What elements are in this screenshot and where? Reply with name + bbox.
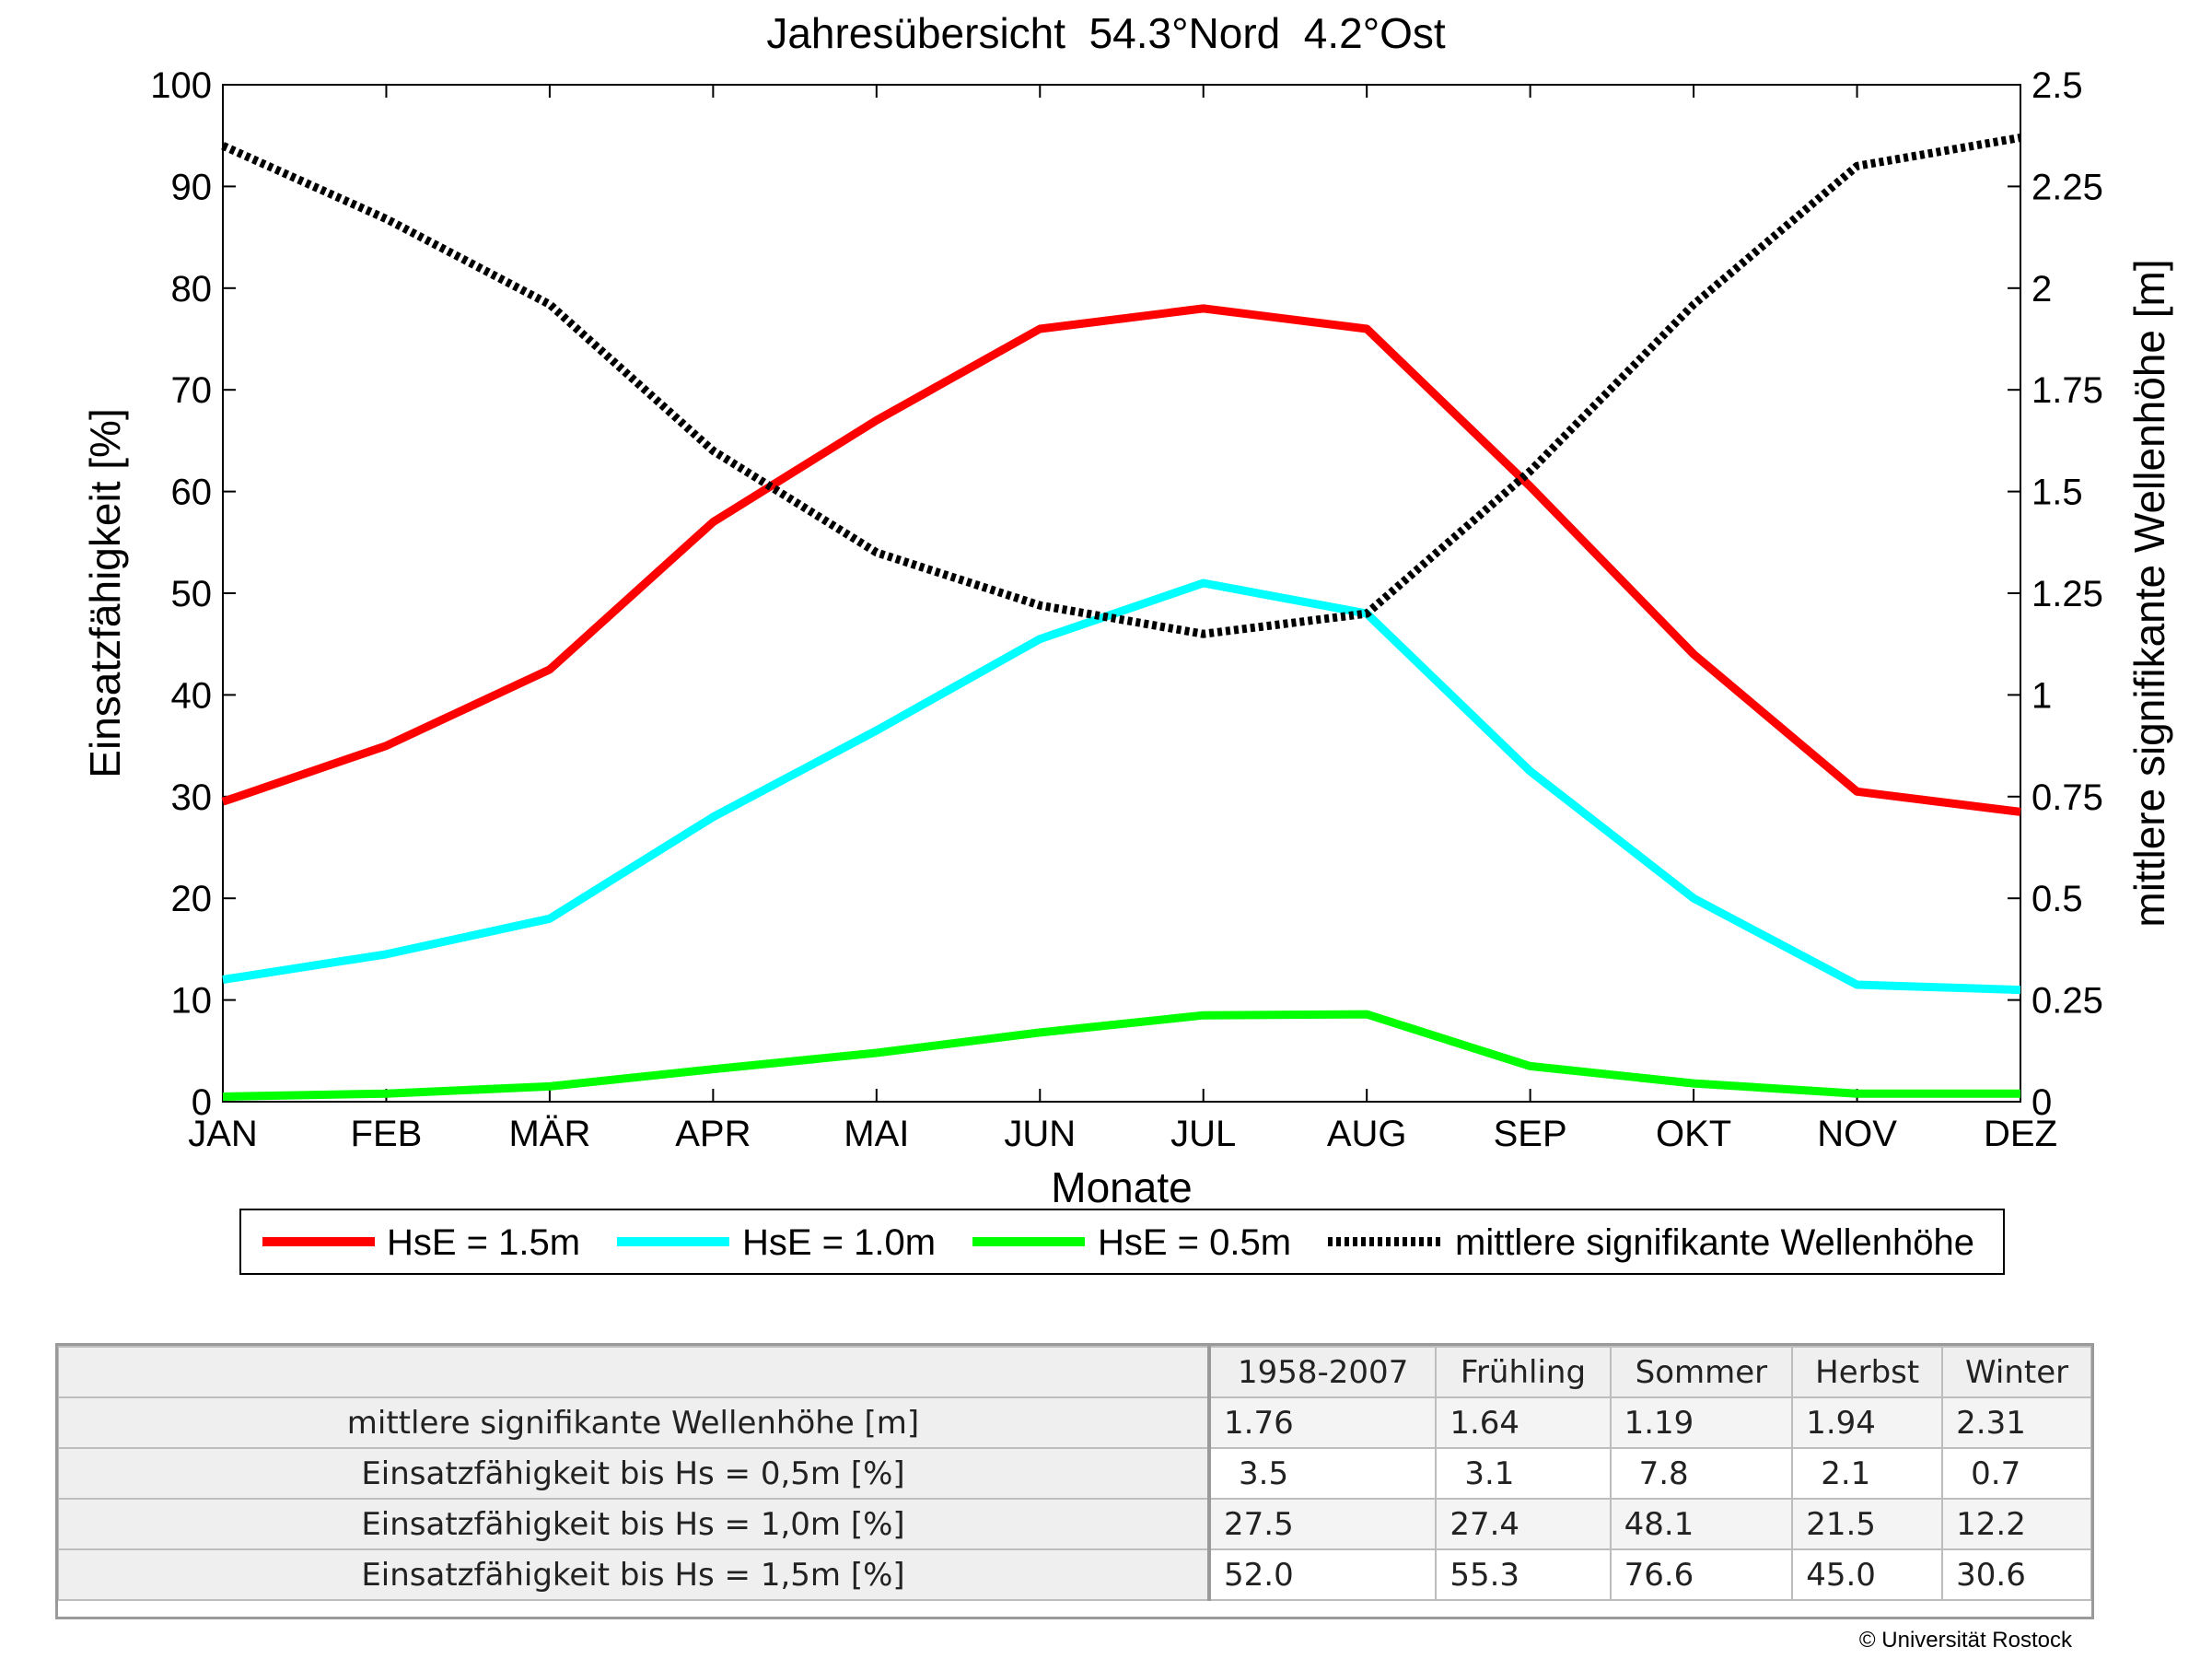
legend: HsE = 1.5m HsE = 1.0m HsE = 0.5m mittlere s… [262, 1222, 1974, 1263]
row-label: Einsatzfähigkeit bis Hs = 1,5m [%] [57, 1548, 1211, 1601]
row-label: mittlere signifikante Wellenhöhe [m] [57, 1396, 1211, 1449]
table-row: Einsatzfähigkeit bis Hs = 1,0m [%] 27.5 … [57, 1498, 2092, 1550]
table-cell: 52.0 [1207, 1548, 1438, 1601]
x-axis-title: Monate [1051, 1163, 1192, 1211]
table-row: mittlere signifikante Wellenhöhe [m] 1.7… [57, 1396, 2092, 1449]
y-tick-label: 40 [171, 675, 213, 716]
table-cell: 12.2 [1941, 1498, 2092, 1550]
series-line-1 [222, 578, 2021, 995]
column-header: Sommer [1609, 1346, 1794, 1398]
y-tick-label: 80 [171, 269, 213, 310]
y2-tick-label: 0.5 [2032, 879, 2083, 919]
legend-box [239, 1209, 2005, 1275]
table-cell: 3.5 [1207, 1447, 1438, 1500]
series-lines [221, 133, 2021, 1101]
table-cell: 27.4 [1435, 1498, 1612, 1550]
y2-axis-title: mittlere signifikante Wellenhöhe [m] [2125, 259, 2173, 927]
table-cell: 3.1 [1435, 1447, 1612, 1500]
y2-tick-label: 2.25 [2032, 167, 2103, 207]
y-tick-label: 90 [171, 167, 213, 207]
y2-tick-label: 0.25 [2032, 981, 2103, 1022]
row-label: Einsatzfähigkeit bis Hs = 0,5m [%] [57, 1447, 1211, 1500]
series-line-3 [221, 133, 2021, 638]
x-tick-label: OKT [1656, 1114, 1731, 1154]
table-cell: 21.5 [1791, 1498, 1944, 1550]
column-header: Frühling [1435, 1346, 1612, 1398]
table-row: Einsatzfähigkeit bis Hs = 0,5m [%] 3.5 3… [57, 1447, 2092, 1500]
table-cell: 45.0 [1791, 1548, 1944, 1601]
y-tick-label: 0 [192, 1082, 212, 1123]
table-cell: 2.31 [1941, 1396, 2092, 1449]
y-tick-label: 30 [171, 777, 213, 818]
table-cell: 27.5 [1207, 1498, 1438, 1550]
x-tick-label: DEZ [1984, 1114, 2057, 1154]
chart-title: Jahresübersicht 54.3°Nord 4.2°Ost [766, 9, 1446, 57]
y2-tick-label: 1.25 [2032, 574, 2103, 614]
table-cell: 48.1 [1609, 1498, 1794, 1550]
series-line-2 [222, 1010, 2020, 1101]
y-tick-label: 100 [150, 65, 212, 106]
table-cell: 1.64 [1435, 1396, 1612, 1449]
y2-tick-label: 2 [2032, 269, 2052, 310]
x-tick-label: JAN [188, 1114, 258, 1154]
table-cell: 1.94 [1791, 1396, 1944, 1449]
y-tick-label: 10 [171, 981, 213, 1022]
y-tick-label: 70 [171, 370, 213, 411]
y2-tick-label: 0 [2032, 1082, 2052, 1123]
plot-area [222, 84, 2021, 1103]
chart: Jahresübersicht 54.3°Nord 4.2°Ost JAN FEB… [81, 9, 2173, 1275]
table-cell: 55.3 [1435, 1548, 1612, 1601]
x-tick-label: SEP [1494, 1114, 1567, 1154]
x-tick-label: MÄR [508, 1114, 590, 1154]
y-tick-label: 60 [171, 473, 213, 513]
legend-label-3: mittlere signifikante Wellenhöhe [1455, 1222, 1974, 1263]
y2-tick-label: 1.75 [2032, 370, 2103, 411]
x-tick-label: FEB [351, 1114, 423, 1154]
table-cell: 76.6 [1609, 1548, 1794, 1601]
row-label: Einsatzfähigkeit bis Hs = 1,0m [%] [57, 1498, 1211, 1550]
column-header: Winter [1941, 1346, 2092, 1398]
x-tick-label: NOV [1817, 1114, 1897, 1154]
legend-label-2: HsE = 0.5m [1098, 1222, 1291, 1263]
x-tick-label: JUL [1170, 1114, 1236, 1154]
table-header-row: 1958-2007 Frühling Sommer Herbst Winter [57, 1346, 2092, 1398]
table-cell: 1.76 [1207, 1396, 1438, 1449]
y2-tick-label: 1.5 [2032, 473, 2083, 513]
copyright-credit: © Universität Rostock [1858, 1628, 2072, 1653]
x-tick-label: AUG [1327, 1114, 1407, 1154]
column-header: Herbst [1791, 1346, 1944, 1398]
x-tick-label: JUN [1004, 1114, 1076, 1154]
y-tick-label: 20 [171, 879, 213, 919]
y2-tick-label: 1 [2032, 675, 2052, 716]
series-line-0 [221, 304, 2021, 816]
column-header: 1958-2007 [1207, 1346, 1438, 1398]
table-cell: 0.7 [1941, 1447, 2092, 1500]
x-tick-label: APR [675, 1114, 751, 1154]
table-corner [57, 1346, 1211, 1398]
y-axis-title: Einsatzfähigkeit [%] [81, 408, 129, 777]
legend-label-1: HsE = 1.0m [742, 1222, 936, 1263]
table-cell: 30.6 [1941, 1548, 2092, 1601]
y2-tick-label: 0.75 [2032, 777, 2103, 818]
y2-tick-label: 2.5 [2032, 65, 2083, 106]
table-cell: 2.1 [1791, 1447, 1944, 1500]
table-cell: 1.19 [1609, 1396, 1794, 1449]
legend-label-0: HsE = 1.5m [387, 1222, 580, 1263]
table-row: Einsatzfähigkeit bis Hs = 1,5m [%] 52.0 … [57, 1548, 2092, 1601]
axes: JAN FEB MÄR APR MAI JUN JUL AUG SEP OKT NOV DEZ0102… [150, 65, 2103, 1154]
table-cell: 7.8 [1609, 1447, 1794, 1500]
y-tick-label: 50 [171, 574, 213, 614]
summary-table: 1958-2007 Frühling Sommer Herbst Winter … [57, 1346, 2092, 1601]
x-tick-label: MAI [844, 1114, 909, 1154]
